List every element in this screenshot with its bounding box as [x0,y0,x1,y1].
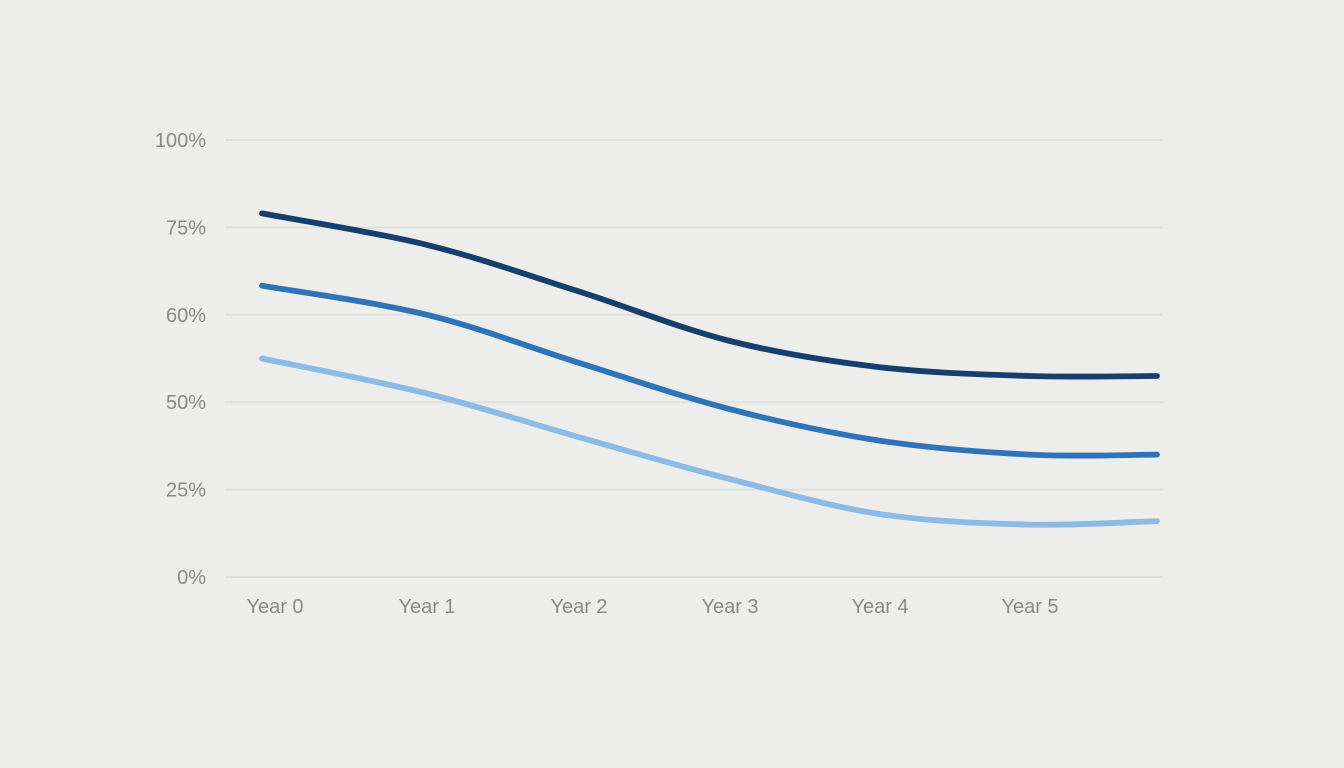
x-axis-tick-label: Year 1 [398,596,455,618]
x-axis-tick-label: Year 5 [1001,596,1058,618]
x-axis-tick-label: Year 0 [246,596,303,618]
y-axis-tick-label: 60% [166,305,206,327]
y-axis-tick-label: 25% [166,480,206,502]
y-axis-tick-label: 0% [177,567,206,589]
x-axis-tick-label: Year 4 [851,596,908,618]
series-line-light-blue-line [259,355,1160,528]
y-axis-tick-label: 100% [155,130,206,152]
x-axis-tick-label: Year 3 [701,596,758,618]
x-axis-tick-label: Year 2 [550,596,607,618]
y-axis-tick-label: 50% [166,392,206,414]
series-line-dark-navy-line [259,210,1160,380]
y-axis-tick-label: 75% [166,217,206,239]
series-line-medium-blue-line [259,282,1160,459]
